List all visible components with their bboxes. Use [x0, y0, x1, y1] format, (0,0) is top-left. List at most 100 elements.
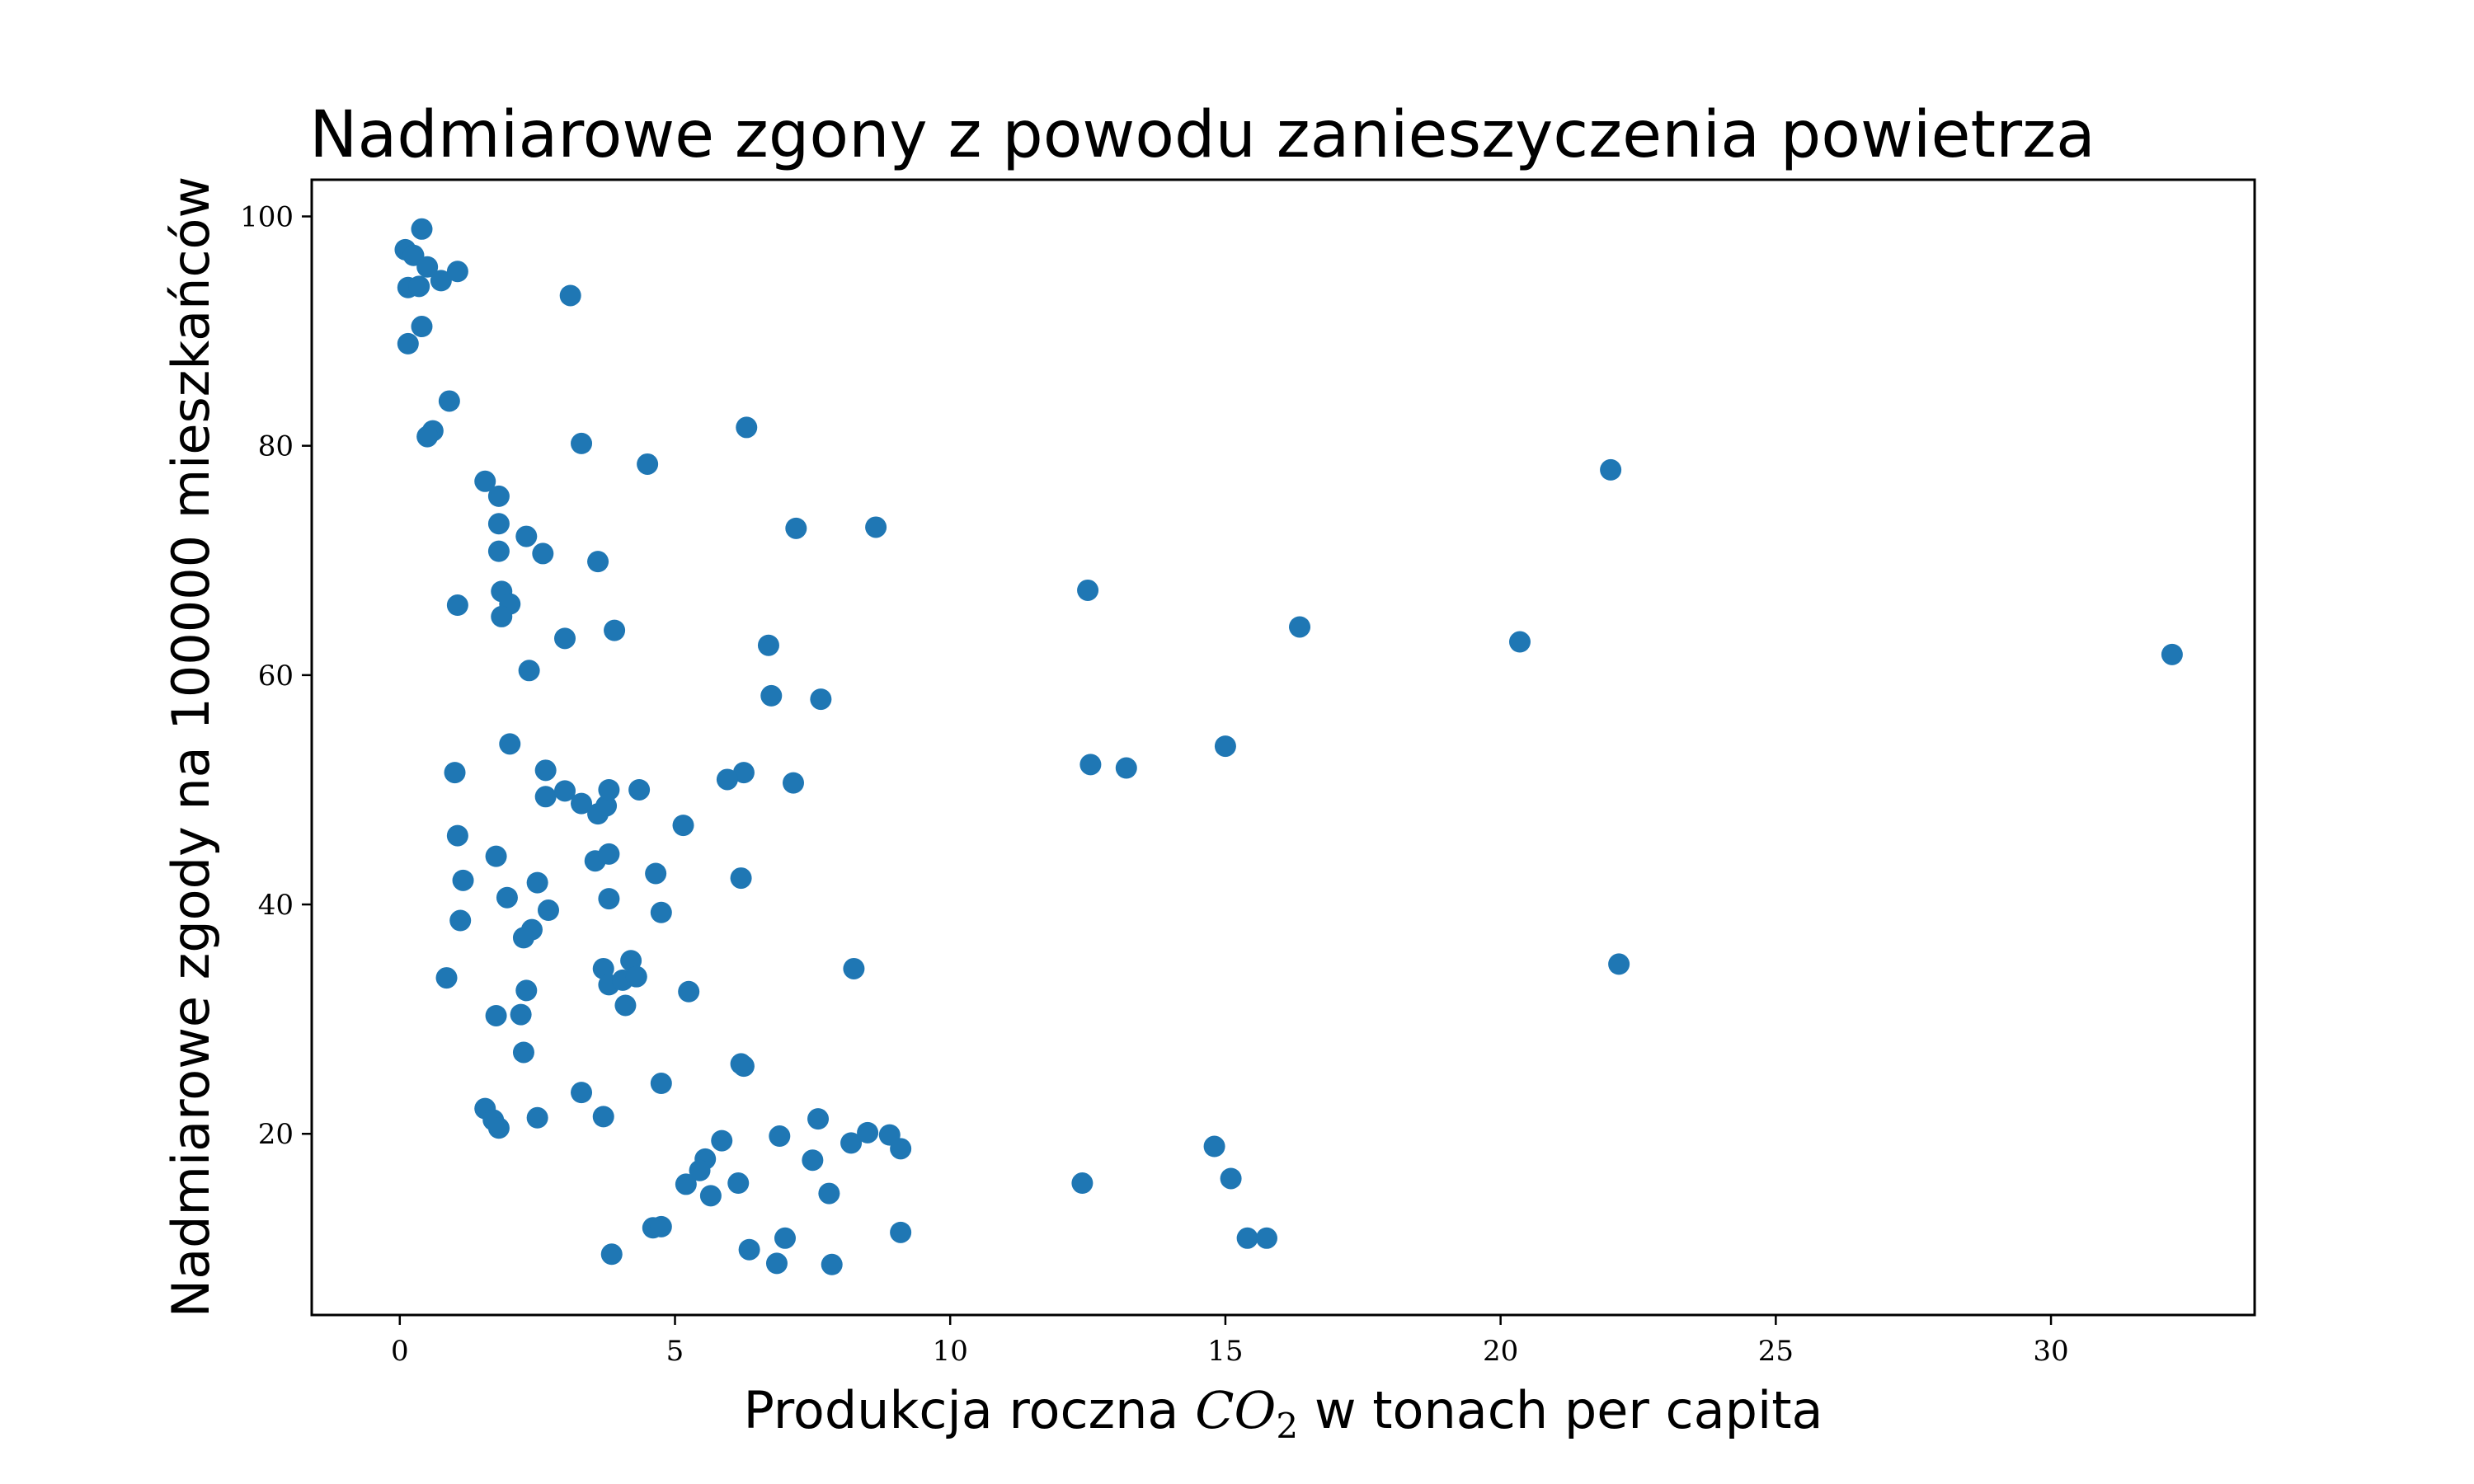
data-point-35	[1289, 616, 1311, 638]
data-point-14	[571, 432, 593, 454]
data-point-33	[604, 619, 626, 641]
data-point-96	[807, 1108, 830, 1130]
data-point-20	[487, 513, 510, 535]
data-point-27	[1077, 579, 1099, 601]
x-axis-label-suffix: w tonach per capita	[1298, 1380, 1823, 1440]
x-axis-label-prefix: Produkcja roczna	[743, 1380, 1195, 1440]
data-point-73	[843, 957, 865, 979]
data-point-8	[411, 316, 433, 338]
data-point-84	[510, 1003, 532, 1026]
x-tick-label: 5	[666, 1335, 684, 1368]
data-point-21	[515, 525, 538, 547]
data-point-51	[554, 780, 576, 802]
x-axis-label-variable: CO	[1195, 1380, 1276, 1440]
data-point-111	[699, 1185, 722, 1207]
data-point-43	[444, 762, 466, 784]
data-point-108	[727, 1172, 750, 1195]
data-point-41	[499, 733, 521, 755]
data-point-81	[678, 980, 700, 1003]
y-tick-label: 40	[258, 889, 294, 922]
data-point-86	[512, 1041, 534, 1064]
data-point-32	[554, 627, 576, 650]
x-tick-label: 20	[1483, 1335, 1518, 1368]
data-point-3	[416, 256, 439, 278]
x-axis-label-subscript: 2	[1276, 1406, 1298, 1446]
data-point-75	[435, 967, 458, 989]
data-point-89	[650, 1073, 672, 1095]
data-point-68	[537, 899, 559, 922]
data-point-59	[485, 845, 507, 867]
data-point-80	[625, 965, 647, 988]
data-point-74	[1608, 953, 1630, 975]
data-point-94	[526, 1106, 548, 1129]
y-tick-label: 80	[258, 430, 294, 463]
data-point-17	[1600, 458, 1622, 481]
data-point-65	[526, 871, 548, 894]
y-tick-label: 20	[258, 1118, 294, 1151]
data-point-67	[598, 888, 620, 910]
data-point-49	[782, 772, 804, 794]
data-point-26	[865, 516, 887, 538]
data-point-82	[515, 979, 538, 1002]
data-point-115	[774, 1227, 796, 1249]
data-point-7	[446, 261, 468, 283]
data-point-98	[769, 1125, 791, 1148]
data-point-44	[534, 759, 557, 782]
data-point-62	[645, 862, 667, 885]
data-point-52	[571, 792, 593, 815]
data-point-122	[821, 1253, 843, 1275]
data-point-61	[598, 843, 620, 865]
data-point-112	[818, 1182, 840, 1205]
data-point-55	[598, 778, 620, 801]
data-point-37	[2161, 643, 2183, 665]
data-point-58	[446, 824, 468, 847]
x-tick-label: 30	[2033, 1335, 2068, 1368]
data-point-95	[592, 1106, 614, 1128]
data-point-10	[559, 284, 581, 307]
y-tick-label: 60	[258, 660, 294, 693]
data-point-16	[736, 416, 758, 439]
data-point-6	[430, 270, 452, 292]
data-point-5	[408, 275, 430, 298]
data-point-15	[637, 453, 659, 475]
data-point-117	[1236, 1227, 1258, 1249]
data-point-18	[474, 470, 496, 492]
data-point-57	[672, 815, 694, 837]
data-point-13	[416, 425, 439, 448]
x-tick-label: 0	[391, 1335, 409, 1368]
data-point-47	[732, 762, 755, 784]
y-tick-label: 100	[240, 201, 294, 234]
x-tick-label: 25	[1758, 1335, 1794, 1368]
x-axis-label: Produkcja roczna CO2 w tonach per capita	[743, 1380, 1823, 1446]
x-tick-label: 10	[933, 1335, 968, 1368]
data-point-63	[730, 867, 752, 890]
data-point-23	[532, 542, 554, 565]
data-point-9	[397, 332, 419, 355]
data-point-36	[1508, 631, 1531, 653]
data-point-97	[711, 1129, 733, 1152]
data-point-120	[738, 1238, 760, 1261]
data-point-28	[446, 594, 468, 617]
data-point-56	[628, 778, 651, 801]
data-point-107	[675, 1173, 697, 1195]
data-point-93	[487, 1117, 510, 1139]
data-point-119	[600, 1243, 623, 1266]
x-axis-ticks: 0 5 10 15 20 25 30	[391, 1315, 2069, 1368]
data-point-83	[485, 1004, 507, 1026]
data-point-11	[438, 390, 460, 412]
data-point-103	[1203, 1135, 1225, 1158]
data-point-69	[650, 901, 672, 923]
data-point-39	[760, 684, 783, 707]
data-point-34	[757, 634, 779, 656]
data-point-48	[716, 768, 738, 791]
data-point-31	[491, 605, 513, 627]
data-point-72	[512, 927, 534, 949]
x-tick-label: 15	[1207, 1335, 1243, 1368]
data-point-106	[802, 1149, 824, 1172]
data-point-42	[1214, 735, 1236, 758]
data-point-46	[1115, 757, 1137, 779]
data-point-66	[496, 886, 518, 909]
data-point-38	[518, 660, 540, 682]
data-point-100	[857, 1121, 879, 1144]
